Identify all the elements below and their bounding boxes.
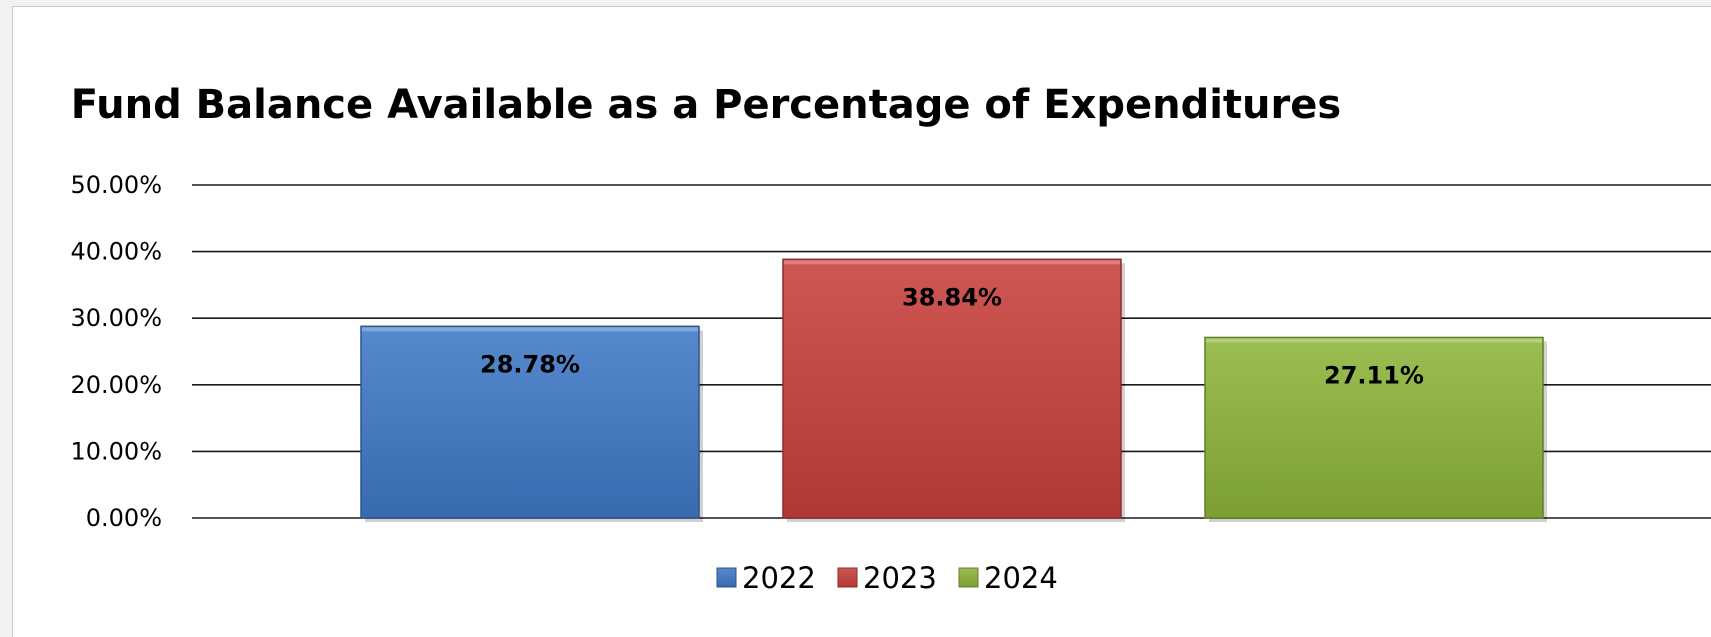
bar-2023 [782, 258, 1122, 519]
chart-title: Fund Balance Available as a Percentage o… [71, 82, 1341, 128]
y-tick-label: 40.00% [70, 238, 162, 266]
bar-bevel [1206, 338, 1542, 343]
legend-label-2022: 2022 [742, 561, 816, 595]
data-label-2024: 27.11% [1324, 361, 1424, 389]
y-tick-label: 0.00% [86, 504, 162, 532]
bars [360, 258, 1547, 522]
bar-2024 [1204, 336, 1544, 519]
bar-2022 [360, 325, 700, 519]
y-tick-label: 50.00% [70, 171, 162, 199]
legend-label-2024: 2024 [984, 561, 1058, 595]
data-labels: 28.78% 38.84% 27.11% [480, 283, 1424, 389]
y-axis-ticks: 0.00% 10.00% 20.00% 30.00% 40.00% 50.00% [70, 171, 162, 532]
legend-swatch-2023 [837, 567, 858, 588]
legend: 2022 2023 2024 [716, 561, 1058, 595]
data-label-2023: 38.84% [902, 283, 1002, 311]
legend-label-2023: 2023 [863, 561, 937, 595]
y-tick-label: 30.00% [70, 304, 162, 332]
legend-swatch-2024 [958, 567, 979, 588]
legend-swatch-2022 [716, 567, 737, 588]
y-tick-label: 20.00% [70, 371, 162, 399]
data-label-2022: 28.78% [480, 350, 580, 378]
bar-bevel [362, 327, 698, 332]
bar-bevel [784, 260, 1120, 265]
y-tick-label: 10.00% [70, 437, 162, 465]
